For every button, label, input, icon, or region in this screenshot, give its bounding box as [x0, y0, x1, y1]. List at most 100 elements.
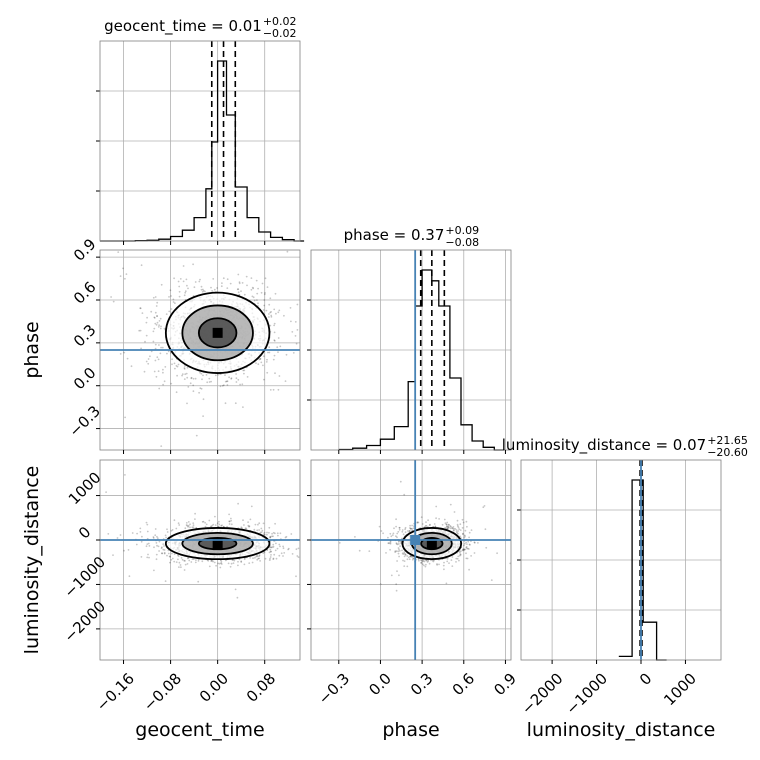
sample-point	[131, 532, 134, 534]
sample-point	[156, 544, 158, 547]
sample-point	[197, 560, 200, 562]
sample-point	[156, 301, 159, 304]
sample-point	[436, 564, 438, 566]
density-peak	[212, 538, 223, 549]
sample-point	[263, 293, 266, 296]
sample-point	[272, 545, 275, 548]
sample-point	[266, 358, 268, 361]
sample-point	[358, 549, 361, 552]
sample-point	[462, 533, 464, 536]
sample-point	[168, 296, 170, 298]
sample-point	[276, 547, 279, 550]
sample-point	[199, 387, 202, 390]
sample-point	[286, 250, 289, 253]
sample-point	[171, 552, 173, 555]
sample-point	[273, 354, 276, 357]
sample-point	[236, 288, 239, 291]
sample-point	[178, 561, 181, 564]
sample-point	[379, 583, 382, 586]
sample-point	[183, 365, 186, 367]
sample-point	[107, 533, 110, 535]
sample-point	[154, 528, 157, 530]
sample-point	[473, 541, 476, 544]
sample-point	[448, 524, 450, 526]
sample-point	[123, 549, 125, 552]
sample-point	[463, 536, 466, 539]
sample-point	[394, 550, 397, 553]
sample-point	[186, 284, 188, 287]
sample-point	[183, 569, 186, 571]
sample-point	[238, 281, 241, 283]
sample-point	[468, 536, 470, 539]
sample-point	[267, 351, 269, 354]
sample-point	[469, 544, 471, 546]
sample-point	[280, 552, 283, 555]
sample-point	[451, 556, 454, 558]
sample-point	[156, 321, 159, 324]
sample-point	[193, 286, 196, 289]
sample-point	[150, 350, 153, 353]
panel-frame	[310, 459, 512, 661]
scatter-panel-geocent_time-vs-luminosity_distance	[96, 459, 301, 664]
sample-point	[139, 329, 142, 332]
sample-point	[174, 302, 176, 305]
sample-point	[228, 376, 231, 379]
sample-point	[451, 527, 454, 529]
sample-point	[155, 558, 158, 561]
sample-point	[213, 288, 216, 291]
sample-point	[124, 416, 126, 419]
sample-point	[453, 529, 455, 531]
sample-point	[403, 551, 406, 554]
sample-point	[428, 562, 431, 565]
sample-point	[184, 527, 187, 530]
sample-point	[484, 528, 487, 531]
sample-point	[412, 527, 415, 530]
sample-point	[470, 529, 473, 531]
diag-panel-geocent_time: geocent_time = 0.01 +0.02−0.02	[96, 15, 305, 245]
sample-point	[385, 552, 387, 554]
sample-point	[245, 527, 248, 530]
sample-point	[156, 315, 158, 317]
sample-point	[233, 559, 236, 562]
sample-point	[194, 561, 197, 564]
sample-point	[260, 361, 263, 364]
sample-point	[229, 565, 232, 568]
sample-point	[403, 552, 406, 555]
sample-point	[217, 562, 220, 565]
sample-point	[403, 555, 406, 558]
sample-point	[186, 402, 188, 405]
sample-point	[254, 523, 257, 526]
sample-point	[392, 532, 395, 535]
density-peak	[212, 327, 223, 338]
sample-point	[468, 543, 471, 546]
sample-point	[368, 550, 371, 552]
sample-point	[166, 531, 169, 533]
sample-point	[248, 562, 251, 564]
sample-point	[226, 287, 229, 289]
sample-point	[182, 265, 185, 267]
sample-point	[459, 553, 462, 556]
sample-point	[279, 545, 281, 548]
sample-point	[189, 382, 192, 385]
sample-point	[395, 518, 397, 521]
sample-point	[468, 531, 471, 534]
sample-point	[224, 374, 226, 376]
sample-point	[228, 513, 231, 516]
diag-panel-luminosity_distance: luminosity_distance = 0.07 +21.65−20.60	[502, 434, 748, 664]
sample-point	[211, 560, 213, 562]
sample-point	[464, 529, 467, 532]
sample-point	[256, 292, 259, 295]
sample-point	[139, 531, 142, 533]
sample-point	[160, 445, 163, 447]
sample-point	[420, 562, 422, 564]
sample-point	[161, 552, 163, 555]
sample-point	[218, 562, 221, 565]
sample-point	[401, 530, 404, 533]
sample-point	[395, 583, 398, 586]
sample-point	[291, 553, 294, 555]
sample-point	[270, 546, 273, 549]
sample-point	[238, 558, 241, 561]
sample-point	[425, 521, 427, 523]
sample-point	[273, 308, 276, 311]
sample-point	[202, 415, 205, 417]
